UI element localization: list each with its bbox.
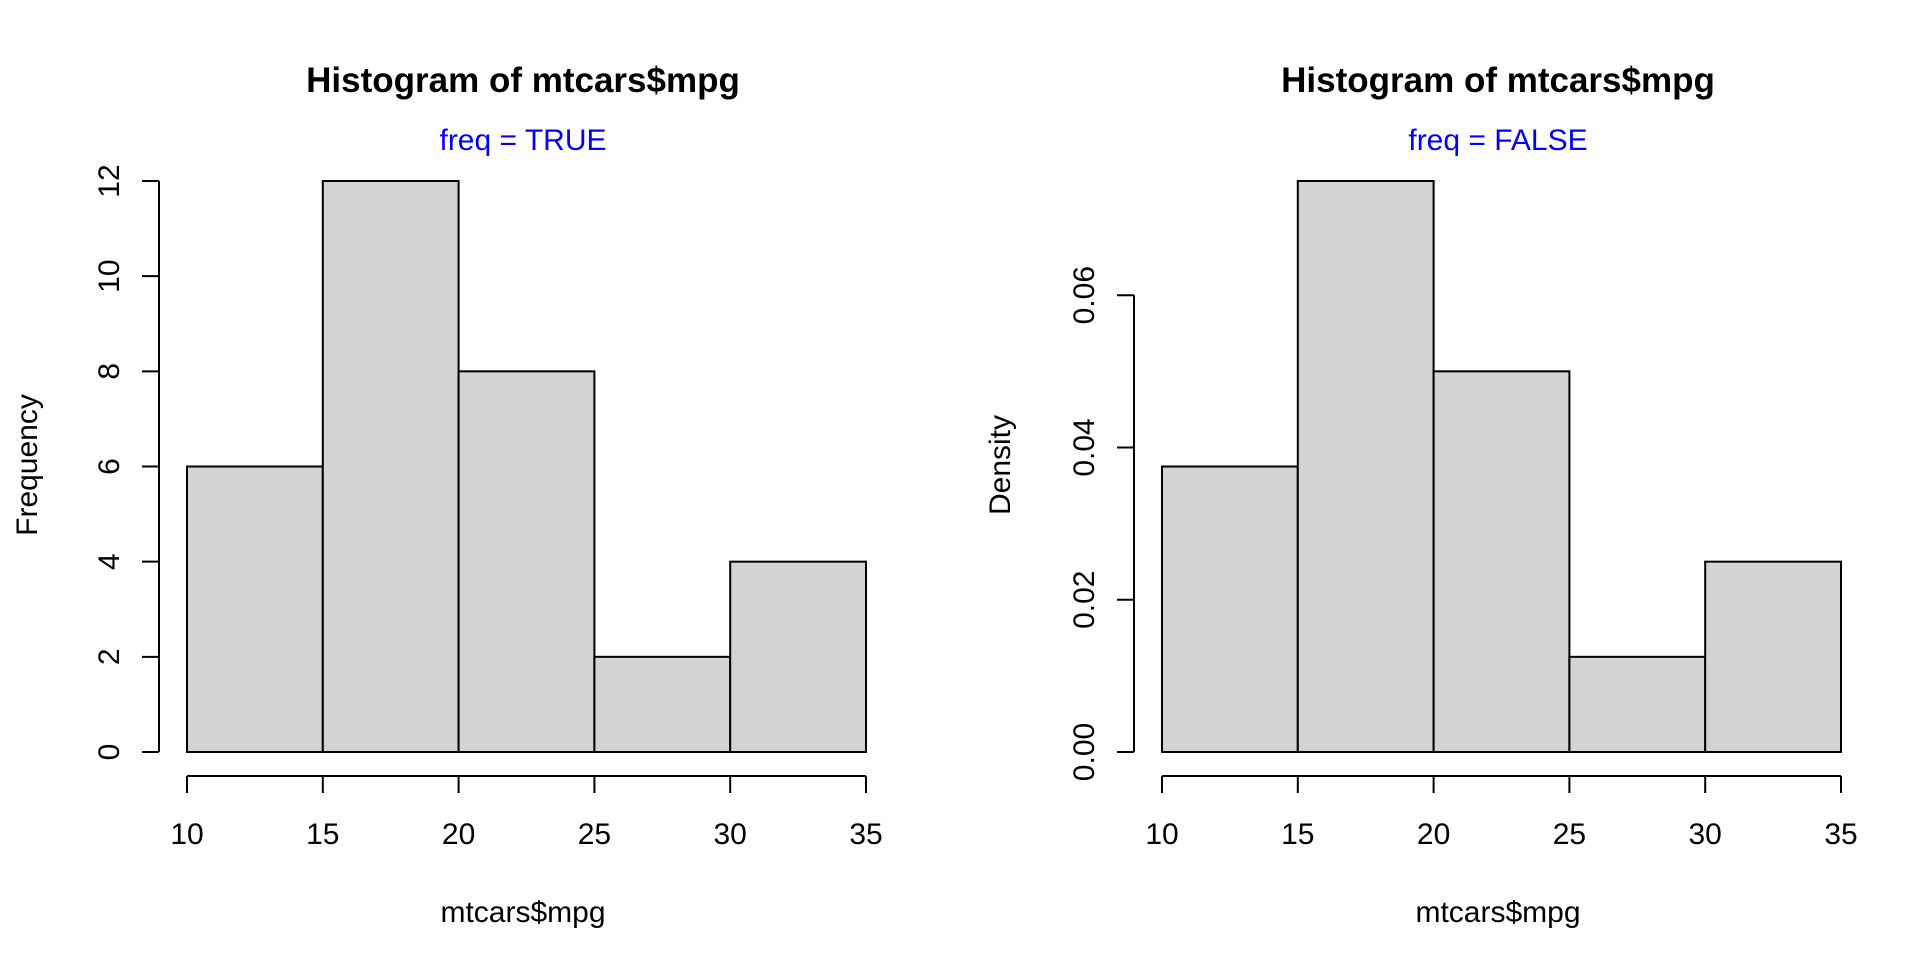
x-tick-label: 15 (1281, 818, 1314, 851)
x-axis: 10 15 20 25 30 35 (170, 775, 883, 851)
chart-subtitle: freq = TRUE (439, 124, 606, 157)
x-axis-label: mtcars$mpg (440, 896, 605, 929)
y-tick-label: 2 (93, 648, 126, 665)
x-tick-label: 25 (1553, 818, 1586, 851)
histogram-bar (457, 370, 596, 753)
y-tick-label: 4 (93, 553, 126, 570)
x-tick-label: 20 (1417, 818, 1450, 851)
histogram-bar (1704, 560, 1842, 754)
histogram-bar (186, 465, 324, 753)
histogram-panel-frequency: Histogram of mtcars$mpg freq = TRUE mtca… (11, 61, 883, 929)
y-axis: 0 2 4 6 8 10 12 (93, 164, 160, 761)
histogram-bar (593, 655, 732, 753)
x-axis: 10 15 20 25 30 35 (1145, 775, 1858, 851)
x-tick-label: 10 (1145, 818, 1178, 851)
y-axis-label: Frequency (11, 394, 44, 536)
y-tick-label: 8 (93, 363, 126, 380)
bars-group (1161, 180, 1842, 754)
x-tick-label: 15 (306, 818, 339, 851)
histogram-bar (729, 560, 868, 754)
y-tick-label: 0.04 (1068, 418, 1101, 476)
x-tick-label: 20 (442, 818, 475, 851)
x-tick-label: 25 (578, 818, 611, 851)
chart-title: Histogram of mtcars$mpg (1281, 61, 1715, 100)
histogram-bar (1161, 465, 1299, 753)
x-tick-label: 30 (714, 818, 747, 851)
histogram-bar (1432, 370, 1571, 753)
chart-subtitle: freq = FALSE (1408, 124, 1587, 157)
bars-group (186, 180, 868, 754)
y-tick-label: 6 (93, 458, 126, 475)
y-axis: 0.00 0.02 0.04 0.06 (1068, 266, 1135, 781)
x-axis-label: mtcars$mpg (1415, 896, 1580, 929)
y-tick-label: 0.00 (1068, 723, 1101, 781)
histogram-bar (1296, 180, 1435, 753)
y-tick-label: 0.06 (1068, 266, 1101, 324)
y-tick-label: 0 (93, 744, 126, 761)
x-tick-label: 35 (849, 818, 882, 851)
x-tick-label: 35 (1824, 818, 1857, 851)
y-tick-label: 0.02 (1068, 571, 1101, 629)
chart-title: Histogram of mtcars$mpg (306, 61, 740, 100)
histogram-bar (321, 180, 460, 753)
y-axis-label: Density (984, 415, 1017, 515)
x-tick-label: 10 (170, 818, 203, 851)
y-tick-label: 12 (93, 164, 126, 197)
histogram-panel-density: Histogram of mtcars$mpg freq = FALSE mtc… (984, 61, 1858, 929)
histogram-bar (1568, 655, 1707, 753)
y-tick-label: 10 (93, 259, 126, 292)
x-tick-label: 30 (1689, 818, 1722, 851)
